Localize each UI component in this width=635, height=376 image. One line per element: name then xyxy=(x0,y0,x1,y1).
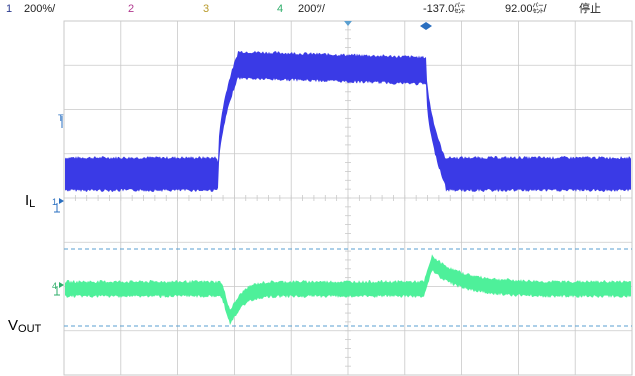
label-current-main: I xyxy=(25,192,30,209)
ch1-ground-marker[interactable]: 1 xyxy=(52,197,64,213)
ch4-number[interactable]: 4 xyxy=(277,3,284,15)
ch3-number[interactable]: 3 xyxy=(203,3,210,15)
ch4-trace xyxy=(65,254,631,325)
label-output-voltage: VOUT xyxy=(8,317,41,335)
ch1-ground-label: 1 xyxy=(52,197,57,207)
ch1-scale[interactable]: 200%/ xyxy=(24,3,56,15)
label-voltage-sub: OUT xyxy=(18,323,42,335)
cursor-position-marker[interactable] xyxy=(420,22,432,30)
ch1-trace xyxy=(65,50,631,192)
ch1-number[interactable]: 1 xyxy=(6,3,13,15)
ch4-scale[interactable]: 200ﾂ/ xyxy=(298,3,325,15)
label-current-sub: L xyxy=(29,198,36,210)
run-state[interactable]: 停止 xyxy=(579,3,601,15)
label-voltage-main: V xyxy=(8,317,19,334)
trigger-position-marker[interactable] xyxy=(344,21,352,26)
label-inductor-current: IL xyxy=(25,192,35,210)
ch4-ground-marker[interactable]: 4 xyxy=(52,281,64,296)
trigger-level-label: T xyxy=(58,113,64,123)
status-bar: 1 200%/ 2 3 4 200ﾂ/ -137.0㌫ 92.00㌫/ 停止 xyxy=(0,0,635,20)
timebase[interactable]: 92.00㌫/ xyxy=(505,3,547,15)
trigger-offset[interactable]: -137.0㌫ xyxy=(423,3,466,15)
trigger-level-marker[interactable]: T xyxy=(58,113,64,128)
ch4-ground-label: 4 xyxy=(52,281,57,291)
ch2-number[interactable]: 2 xyxy=(128,3,135,15)
